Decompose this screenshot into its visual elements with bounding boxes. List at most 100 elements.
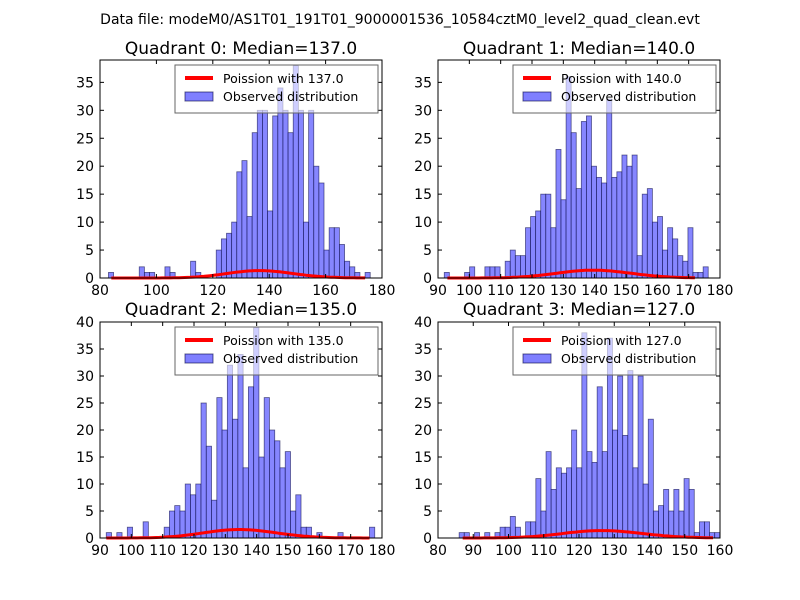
- histogram-bar: [714, 532, 721, 539]
- histogram-bar: [530, 216, 537, 279]
- histogram-bar: [611, 176, 618, 279]
- y-tick-label: 30: [414, 103, 432, 119]
- legend: Poission with 137.0 Observed distribution: [174, 64, 379, 114]
- histogram-bar: [184, 483, 191, 539]
- y-tick-label: 10: [76, 477, 94, 493]
- x-tick-label: 130: [212, 543, 239, 559]
- x-tick-label: 130: [550, 283, 577, 299]
- histogram-bar: [469, 266, 476, 279]
- x-tick-label: 100: [495, 543, 522, 559]
- x-tick-label: 80: [429, 543, 447, 559]
- histogram-bar: [641, 193, 648, 279]
- histogram-bar: [682, 260, 689, 279]
- histogram-bar: [702, 266, 709, 279]
- histogram-bar: [220, 238, 227, 279]
- histogram-bar: [570, 132, 577, 279]
- legend-entry: Poission with 127.0: [561, 333, 682, 348]
- legend-bar-swatch: [184, 353, 214, 364]
- histogram-bar: [226, 364, 234, 539]
- x-tick-label: 110: [487, 283, 514, 299]
- histogram-bar: [484, 266, 491, 279]
- x-tick-label: 100: [118, 543, 145, 559]
- histogram-bar: [642, 483, 649, 539]
- y-tick-label: 25: [414, 396, 432, 412]
- histogram-bar: [364, 272, 371, 279]
- histogram-bar: [509, 249, 516, 279]
- histogram-bar: [174, 505, 181, 539]
- histogram-bar: [267, 210, 274, 279]
- quadrant-3-panel: Quadrant 3: Median=127.0 80 90 100 110 120 13…: [414, 300, 733, 559]
- histogram-bar: [504, 260, 511, 279]
- histogram-bar: [535, 478, 542, 539]
- y-tick-label: 35: [76, 75, 94, 91]
- y-tick-label: 30: [76, 369, 94, 385]
- histogram-bar: [263, 397, 270, 539]
- histogram-bar: [540, 193, 547, 279]
- histogram-bar: [658, 505, 665, 539]
- y-tick-label: 20: [76, 159, 94, 175]
- histogram-bar: [601, 182, 608, 279]
- histogram-bar: [545, 451, 552, 539]
- histogram-bar: [251, 132, 258, 279]
- x-tick-label: 180: [369, 543, 396, 559]
- histogram-bar: [247, 386, 255, 539]
- histogram-bar: [164, 266, 171, 279]
- legend-box: [174, 64, 379, 114]
- y-tick-label: 15: [414, 187, 432, 203]
- histogram-bar: [195, 483, 202, 539]
- y-tick-label: 40: [414, 315, 432, 331]
- histogram-bar: [687, 227, 694, 279]
- histogram-bar: [205, 445, 212, 539]
- histogram-bar: [369, 526, 376, 539]
- y-tick-label: 25: [76, 131, 94, 147]
- histogram-bar: [169, 510, 176, 539]
- y-tick-label: 0: [423, 271, 432, 287]
- legend-entry: Poission with 137.0: [223, 71, 344, 86]
- x-tick-label: 160: [312, 283, 339, 299]
- histogram-bar: [688, 488, 695, 539]
- quadrant-2-title: Quadrant 2: Median=135.0: [125, 300, 357, 320]
- histogram-bar: [646, 188, 653, 279]
- y-tick-label: 10: [414, 477, 432, 493]
- histogram-bar: [231, 221, 238, 279]
- y-tick-label: 15: [414, 450, 432, 466]
- histogram-bar: [626, 165, 633, 279]
- x-tick-label: 80: [91, 283, 109, 299]
- x-tick-label: 150: [275, 543, 302, 559]
- x-tick-label: 160: [306, 543, 333, 559]
- histogram-bar: [596, 386, 603, 539]
- histogram-bar: [514, 255, 521, 279]
- histogram-bar: [627, 370, 634, 539]
- histogram-bar: [295, 494, 302, 539]
- histogram-bar: [308, 109, 315, 279]
- histogram-bar: [256, 109, 263, 279]
- histogram-bar: [585, 115, 592, 279]
- histogram-bar: [284, 451, 291, 539]
- y-tick-label: 5: [85, 504, 94, 520]
- y-tick-label: 10: [414, 215, 432, 231]
- y-tick-label: 10: [76, 215, 94, 231]
- histogram-bar: [683, 478, 690, 539]
- histogram-bar: [535, 210, 542, 279]
- histogram-bar: [232, 418, 239, 539]
- y-tick-label: 0: [85, 531, 94, 547]
- x-tick-label: 140: [256, 283, 283, 299]
- histogram-bar: [560, 199, 567, 279]
- histogram-bar: [576, 467, 583, 539]
- x-tick-label: 120: [566, 543, 593, 559]
- x-tick-label: 140: [581, 283, 608, 299]
- y-tick-label: 5: [423, 243, 432, 259]
- quadrant-0-panel: Quadrant 0: Median=137.0 80 100 120 140 160 1…: [76, 39, 395, 299]
- histogram-bar: [601, 451, 608, 539]
- histogram-bar: [328, 227, 335, 279]
- x-tick-label: 150: [671, 543, 698, 559]
- x-tick-label: 150: [613, 283, 640, 299]
- legend-entry: Poission with 140.0: [561, 71, 682, 86]
- histogram-bar: [555, 467, 562, 539]
- y-tick-label: 30: [414, 369, 432, 385]
- x-tick-label: 90: [91, 543, 109, 559]
- histogram-bar: [282, 109, 289, 279]
- x-tick-label: 90: [429, 283, 447, 299]
- histogram-bar: [631, 154, 638, 279]
- x-tick-label: 140: [243, 543, 270, 559]
